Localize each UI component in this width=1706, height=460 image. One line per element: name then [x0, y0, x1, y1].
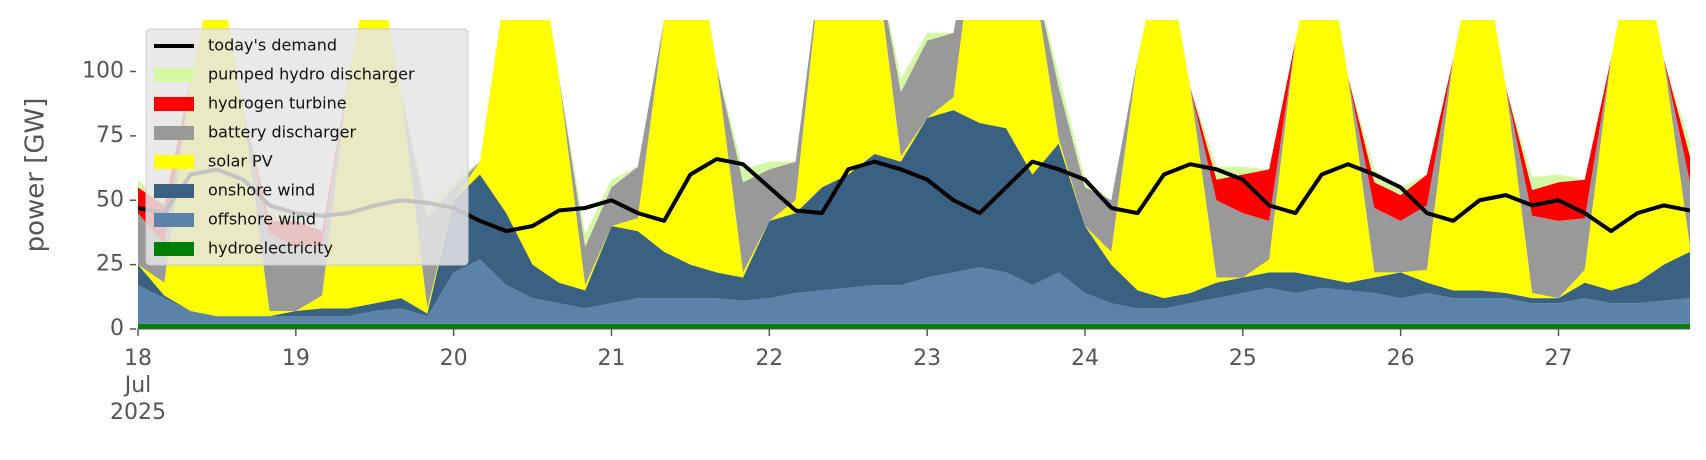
legend-patch	[154, 97, 194, 111]
legend-label: hydroelectricity	[208, 239, 333, 258]
x-tick-label: 25	[1228, 346, 1257, 371]
x-tick-label: 27	[1544, 346, 1573, 371]
legend-patch	[154, 242, 194, 256]
legend-patch	[154, 155, 194, 169]
y-tick-label: 75	[96, 123, 124, 148]
x-tick-label: 21	[597, 346, 626, 371]
legend-box	[145, 28, 469, 266]
y-tick-label: 25	[96, 252, 124, 277]
y-tick-label: 100	[82, 59, 124, 84]
legend: today's demand pumped hydro discharger hyd…	[145, 28, 469, 266]
area	[138, 20, 1690, 247]
plot-area	[138, 20, 1690, 329]
legend-label: onshore wind	[208, 181, 315, 200]
y-tick-label: 0	[110, 316, 124, 341]
legend-label: offshore wind	[208, 210, 316, 229]
area	[138, 259, 1690, 324]
x-tick-label: 26	[1386, 346, 1415, 371]
legend-patch	[154, 68, 194, 82]
x-tick-label: 20	[439, 346, 468, 371]
area	[138, 20, 1690, 317]
x-tick-label: 24	[1070, 346, 1099, 371]
y-axis-label: power [GW]	[21, 98, 51, 253]
x-tick-label: 23	[913, 346, 942, 371]
x-tick-label: 19	[281, 346, 310, 371]
legend-patch	[154, 184, 194, 198]
area	[138, 20, 1690, 311]
area	[138, 323, 1690, 329]
legend-label: pumped hydro discharger	[208, 65, 415, 84]
legend-patch	[154, 126, 194, 140]
legend-patch	[154, 213, 194, 227]
x-tick-label: 22	[755, 346, 784, 371]
x-tick-label: 18 Jul 2025	[110, 346, 166, 425]
legend-label: today's demand	[208, 36, 337, 55]
legend-label: hydrogen turbine	[208, 94, 347, 113]
legend-label: battery discharger	[208, 123, 356, 142]
legend-label: solar PV	[208, 152, 273, 171]
area	[138, 110, 1690, 317]
y-tick-label: 50	[96, 187, 124, 212]
